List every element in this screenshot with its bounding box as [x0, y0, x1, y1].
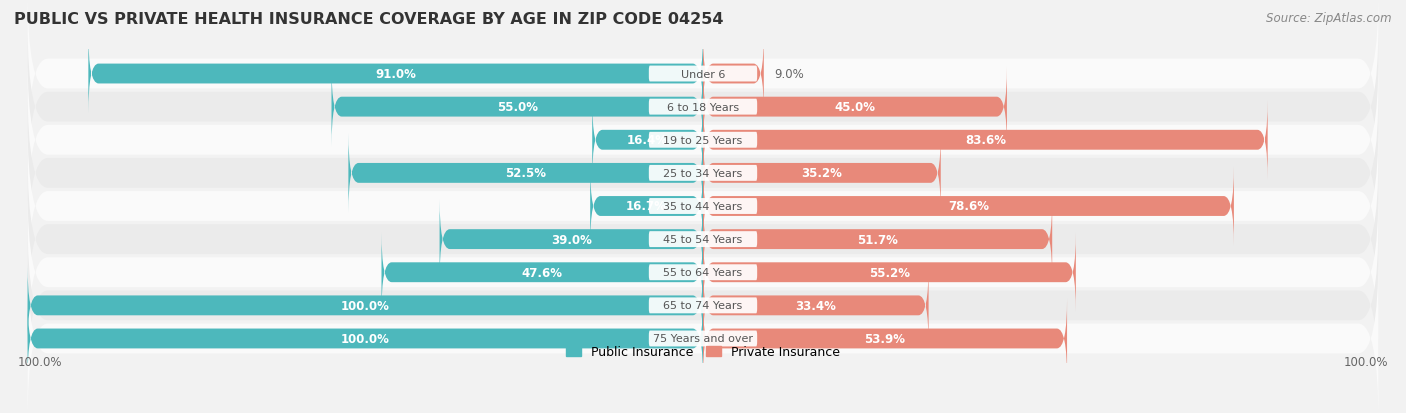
Text: 9.0%: 9.0% — [773, 68, 804, 81]
FancyBboxPatch shape — [28, 56, 1378, 225]
Text: 35 to 44 Years: 35 to 44 Years — [664, 202, 742, 211]
Text: 83.6%: 83.6% — [965, 134, 1005, 147]
Text: Source: ZipAtlas.com: Source: ZipAtlas.com — [1267, 12, 1392, 25]
FancyBboxPatch shape — [28, 299, 703, 378]
Text: 51.7%: 51.7% — [858, 233, 898, 246]
FancyBboxPatch shape — [703, 35, 763, 114]
FancyBboxPatch shape — [648, 66, 758, 82]
FancyBboxPatch shape — [28, 122, 1378, 291]
FancyBboxPatch shape — [648, 133, 758, 148]
FancyBboxPatch shape — [332, 68, 703, 147]
Text: Under 6: Under 6 — [681, 69, 725, 79]
FancyBboxPatch shape — [381, 233, 703, 312]
Text: 55.2%: 55.2% — [869, 266, 910, 279]
Text: 91.0%: 91.0% — [375, 68, 416, 81]
FancyBboxPatch shape — [648, 100, 758, 115]
FancyBboxPatch shape — [703, 134, 941, 213]
FancyBboxPatch shape — [28, 188, 1378, 357]
Text: 100.0%: 100.0% — [340, 332, 389, 345]
FancyBboxPatch shape — [349, 134, 703, 213]
FancyBboxPatch shape — [648, 199, 758, 214]
FancyBboxPatch shape — [440, 200, 703, 279]
Text: 6 to 18 Years: 6 to 18 Years — [666, 102, 740, 112]
Text: 53.9%: 53.9% — [865, 332, 905, 345]
FancyBboxPatch shape — [28, 89, 1378, 258]
FancyBboxPatch shape — [648, 166, 758, 181]
FancyBboxPatch shape — [703, 200, 1052, 279]
Text: 75 Years and over: 75 Years and over — [652, 334, 754, 344]
Text: 55.0%: 55.0% — [496, 101, 537, 114]
Text: 100.0%: 100.0% — [17, 355, 62, 368]
FancyBboxPatch shape — [703, 68, 1007, 147]
FancyBboxPatch shape — [591, 167, 703, 246]
FancyBboxPatch shape — [703, 266, 928, 345]
Text: 52.5%: 52.5% — [505, 167, 546, 180]
Text: 78.6%: 78.6% — [948, 200, 988, 213]
Text: 16.4%: 16.4% — [627, 134, 668, 147]
Text: 25 to 34 Years: 25 to 34 Years — [664, 169, 742, 178]
FancyBboxPatch shape — [28, 155, 1378, 324]
Text: 65 to 74 Years: 65 to 74 Years — [664, 301, 742, 311]
FancyBboxPatch shape — [648, 331, 758, 347]
FancyBboxPatch shape — [703, 101, 1268, 180]
Text: 55 to 64 Years: 55 to 64 Years — [664, 268, 742, 278]
Text: 39.0%: 39.0% — [551, 233, 592, 246]
FancyBboxPatch shape — [592, 101, 703, 180]
FancyBboxPatch shape — [89, 35, 703, 114]
Text: 19 to 25 Years: 19 to 25 Years — [664, 135, 742, 145]
Legend: Public Insurance, Private Insurance: Public Insurance, Private Insurance — [561, 341, 845, 363]
FancyBboxPatch shape — [648, 232, 758, 247]
FancyBboxPatch shape — [28, 254, 1378, 413]
FancyBboxPatch shape — [703, 167, 1234, 246]
Text: 35.2%: 35.2% — [801, 167, 842, 180]
Text: 45.0%: 45.0% — [835, 101, 876, 114]
FancyBboxPatch shape — [28, 23, 1378, 192]
Text: 100.0%: 100.0% — [340, 299, 389, 312]
Text: 16.7%: 16.7% — [626, 200, 666, 213]
FancyBboxPatch shape — [28, 221, 1378, 390]
Text: 100.0%: 100.0% — [1344, 355, 1389, 368]
FancyBboxPatch shape — [648, 265, 758, 280]
Text: 33.4%: 33.4% — [796, 299, 837, 312]
FancyBboxPatch shape — [28, 266, 703, 345]
FancyBboxPatch shape — [28, 0, 1378, 159]
FancyBboxPatch shape — [703, 299, 1067, 378]
Text: 45 to 54 Years: 45 to 54 Years — [664, 235, 742, 244]
Text: PUBLIC VS PRIVATE HEALTH INSURANCE COVERAGE BY AGE IN ZIP CODE 04254: PUBLIC VS PRIVATE HEALTH INSURANCE COVER… — [14, 12, 724, 27]
FancyBboxPatch shape — [703, 233, 1076, 312]
FancyBboxPatch shape — [648, 298, 758, 313]
Text: 47.6%: 47.6% — [522, 266, 562, 279]
